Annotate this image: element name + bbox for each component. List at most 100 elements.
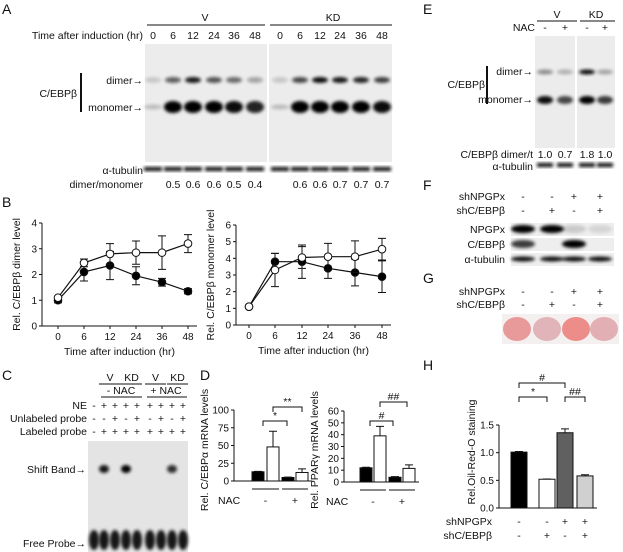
c-row-value: + (180, 400, 186, 412)
e-nac-label: NAC (513, 22, 536, 34)
nac-row-label: NAC (326, 496, 349, 508)
c-nac-label: + NAC (150, 385, 182, 397)
y-axis-label: Rel.Oil-Red-O staining (466, 399, 478, 504)
panel-e: V KD NAC - + - + dimer→ monomer→ C/EBPβ C/E… (447, 9, 615, 173)
time-label: Time after induction (hr) (32, 30, 143, 42)
f-row-value: - (572, 205, 576, 217)
y-tick-label: 60 (328, 407, 340, 418)
dimer-band (579, 69, 595, 75)
f-band (511, 240, 535, 248)
ratio-value: 0.6 (293, 179, 308, 191)
significance-mark: # (539, 372, 545, 384)
y-tick-label: 100 (212, 406, 229, 417)
tubulin-label: α-tubulin (102, 165, 143, 177)
e-ratio-value: 1.8 (580, 149, 595, 161)
y-tick-label: 3 (225, 271, 231, 282)
bar (388, 476, 402, 483)
f-band (540, 225, 564, 233)
e-protein-label: C/EBPβ (447, 79, 485, 91)
dimer-band (332, 77, 348, 83)
series-line-open (248, 248, 383, 308)
bar (373, 435, 387, 483)
data-point-open (350, 252, 360, 261)
x-tick-label: 6 (81, 332, 87, 343)
time-tick: 36 (355, 30, 367, 42)
f-row-value: - (550, 191, 554, 203)
significance-bracket (272, 406, 303, 412)
stained-well (533, 317, 561, 341)
ratio-value: 0.6 (207, 179, 222, 191)
g-row-label: shC/EBPβ (456, 299, 505, 311)
y-tick-label: 50 (218, 441, 230, 452)
dimer-band (226, 77, 242, 83)
nac-value: - (371, 496, 375, 508)
tubulin-band (352, 167, 370, 171)
monomer-band (557, 96, 573, 104)
c-row-value: - (102, 413, 106, 425)
tubulin-band (331, 167, 349, 171)
free-probe-band (167, 530, 177, 550)
f-row-value: - (521, 205, 525, 217)
error-bar (405, 464, 413, 469)
monomer-band (184, 101, 202, 113)
condition-value: - (563, 530, 567, 542)
time-tick: 6 (170, 30, 176, 42)
data-point-open (79, 258, 89, 268)
panel-label-g: G (423, 270, 434, 286)
e-nac-value: + (602, 22, 608, 34)
error-bar (298, 468, 306, 473)
bar (576, 475, 594, 509)
dimer-band (537, 69, 553, 75)
c-row-value: + (180, 413, 186, 425)
c-row-label: Labeled probe (20, 426, 87, 438)
significance-mark: ** (283, 396, 291, 408)
f-row-value: + (597, 191, 603, 203)
tubulin-band (537, 163, 553, 167)
dimer-band (374, 77, 390, 83)
free-probe-label: Free Probe→ (23, 538, 86, 550)
error-bar (376, 425, 384, 436)
shift-band-label: Shift Band→ (27, 464, 86, 476)
panel-label-b: B (2, 194, 11, 210)
significance-bracket (369, 420, 394, 426)
g-row-value: - (521, 299, 525, 311)
data-point-filled (131, 271, 141, 281)
e-nac-value: - (543, 22, 547, 34)
f-row-value: + (597, 205, 603, 217)
c-row-value: + (180, 426, 186, 438)
data-point-filled (377, 272, 387, 281)
x-tick-label: 0 (55, 332, 61, 343)
free-probe-band (121, 530, 131, 550)
x-tick-label: 24 (322, 331, 334, 342)
y-tick-label: 0.0 (480, 504, 494, 515)
panel-c: V KD V KD- NAC + NAC NE - + + + + + + + +Unlabeled pr… (10, 372, 188, 552)
f-band (562, 256, 586, 262)
time-tick: 48 (376, 30, 388, 42)
y-tick-label: 2 (31, 270, 37, 281)
f-row-value: - (521, 191, 525, 203)
data-point-filled (183, 286, 193, 296)
series-line-open (57, 243, 189, 299)
free-probe-band (110, 530, 120, 550)
time-tick: 24 (334, 30, 346, 42)
g-row-label: shNPGPx (459, 286, 506, 298)
data-point-open (183, 239, 193, 248)
data-point-open (105, 249, 115, 259)
e-monomer-label: monomer→ (478, 94, 533, 106)
monomer-band (537, 96, 553, 104)
x-tick-label: 48 (182, 332, 194, 343)
c-row-value: + (169, 426, 175, 438)
x-axis-label: Time after induction (hr) (258, 345, 369, 357)
significance-mark: * (531, 386, 535, 398)
c-row-value: + (101, 426, 107, 438)
x-tick-label: 6 (272, 331, 278, 342)
y-tick-label: 1.0 (480, 448, 494, 459)
monomer-band (352, 101, 370, 113)
bar (359, 467, 373, 483)
data-point-open (270, 265, 280, 275)
c-row-value: + (169, 400, 175, 412)
f-row-value: + (549, 205, 555, 217)
g-row-value: + (597, 299, 603, 311)
free-probe-band (132, 530, 142, 550)
